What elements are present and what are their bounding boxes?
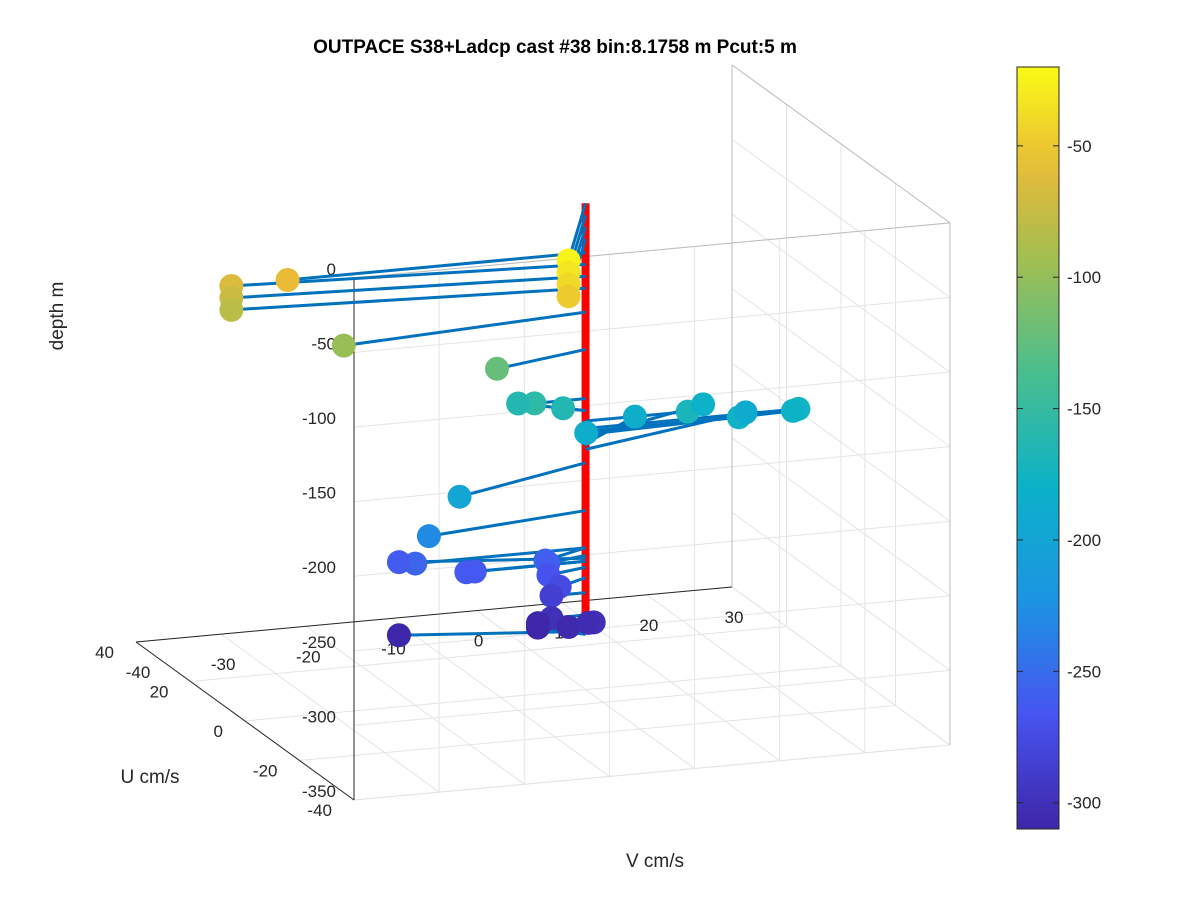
grid-line [731,511,951,671]
x-tick-label: -40 [307,801,332,820]
x-tick-label: 0 [214,722,223,741]
velocity-stick [343,310,586,348]
y-tick-label: -30 [211,655,236,674]
data-point [454,560,479,585]
grid-line [731,139,951,298]
grid-line [353,595,951,652]
z-tick-label: -250 [302,633,336,652]
z-tick-label: -50 [311,334,336,353]
z-tick-label: -200 [302,558,336,577]
colorbar-tick-label: -300 [1067,794,1101,813]
data-point [331,333,356,358]
grid-line [731,362,951,522]
data-point [556,284,581,309]
data-point [386,550,411,575]
colorbar-tick-label: -150 [1067,400,1101,419]
velocity-stick [287,250,586,282]
grid-line [353,744,951,801]
z-tick-label: -100 [302,409,336,428]
data-point [485,356,510,381]
y-tick-label: -20 [296,647,321,666]
data-point [275,268,300,293]
data-point [780,398,805,423]
z-tick-label: -150 [302,484,336,503]
y-axis-label: V cm/s [626,851,684,872]
data-point [551,396,576,421]
grid-line [353,669,951,726]
grid-line [244,665,842,722]
grid-line [731,437,951,597]
grid-line [353,371,951,428]
x-tick-label: 40 [95,643,114,662]
velocity-stick [231,274,586,300]
y-tick-label: -40 [126,663,151,682]
grid-line [731,288,951,448]
data-point [733,400,758,425]
x-tick-label: -20 [253,762,278,781]
data-point [525,615,550,640]
data-point [539,583,564,608]
grid-line [353,446,951,503]
x-tick-label: 20 [150,683,169,702]
data-point [447,484,472,509]
z-tick-label: -350 [302,782,336,801]
data-point [219,297,244,322]
y-tick-label: 30 [725,608,744,627]
grid-line [190,625,787,682]
grid-line [299,704,896,761]
z-tick-label: 0 [327,260,336,279]
data-point [506,391,531,416]
data-markers [219,248,811,648]
z-tick-label: -300 [302,707,336,726]
colorbar-tick-label: -250 [1067,662,1101,681]
data-point [386,623,411,648]
velocity-stick [428,509,586,538]
data-point [576,610,601,635]
colorbar-tick-label: -200 [1067,531,1101,550]
grid-line [353,520,951,577]
box-edge [353,222,951,279]
velocity-stick [398,629,586,637]
x-axis-line [135,641,355,801]
colorbar-tick-label: -100 [1067,268,1101,287]
z-axis-label: depth m [47,282,68,351]
data-point [416,524,441,549]
velocity-stick [231,286,586,312]
y-tick-label: 20 [639,616,658,635]
grid-line [731,213,951,373]
velocity-stick [585,410,746,451]
data-point [556,614,581,639]
y-tick-label: 0 [474,632,483,651]
chart-title: OUTPACE S38+Ladcp cast #38 bin:8.1758 m … [313,37,797,58]
grid-line [353,296,951,353]
colorbar-tick-label: -50 [1067,137,1092,156]
axes-box [135,64,951,801]
data-point [574,420,599,445]
velocity-stick [496,347,586,371]
colorbar: -50 -100 -150 -200 -250 -300 [1016,66,1101,830]
x-axis-label: U cm/s [120,767,179,788]
grid-line [731,586,951,746]
box-edge [731,64,951,224]
data-point [691,392,716,417]
velocity-stick [459,461,586,499]
y-axis-line [135,586,733,643]
data-point [622,404,647,429]
colorbar-gradient [1016,66,1060,830]
